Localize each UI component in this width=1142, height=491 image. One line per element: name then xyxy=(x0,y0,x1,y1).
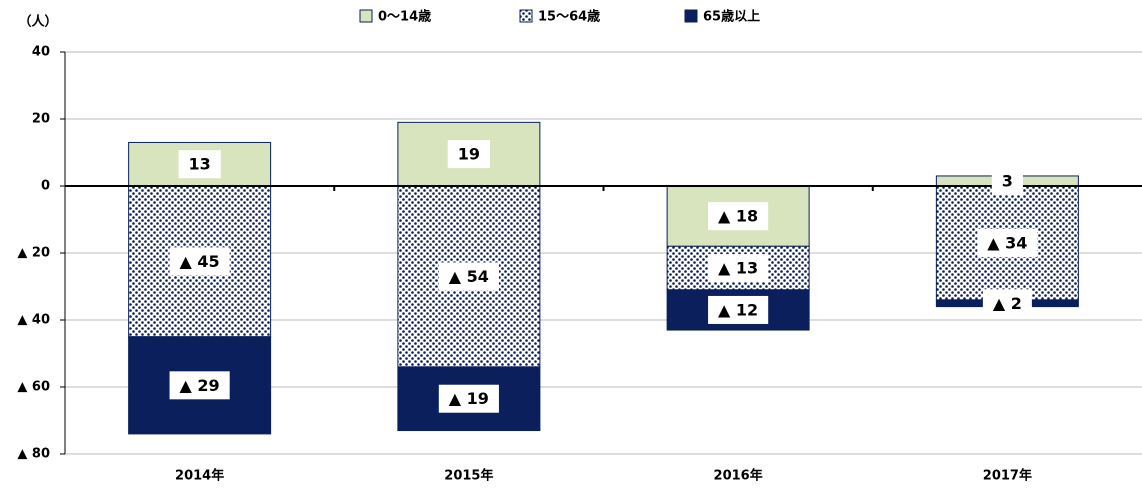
data-label: ▲ 13 xyxy=(718,259,758,278)
data-label: 3 xyxy=(1002,171,1013,190)
y-tick-label: 40 xyxy=(32,45,50,60)
y-tick-label: ▲ 80 xyxy=(17,447,50,462)
data-label-bg xyxy=(977,228,1038,257)
data-label-bg xyxy=(438,262,499,291)
data-label: ▲ 45 xyxy=(180,252,220,271)
data-label: ▲ 12 xyxy=(718,300,758,319)
data-label: ▲ 19 xyxy=(449,389,489,408)
legend-label: 0〜14歳 xyxy=(378,9,431,25)
data-label-bg xyxy=(991,166,1023,195)
data-label-bg xyxy=(708,254,769,283)
legend-swatch xyxy=(684,9,698,23)
y-tick-label: 0 xyxy=(41,179,50,194)
data-label-bg xyxy=(178,150,221,179)
unit-label: （人） xyxy=(18,14,57,30)
x-tick-label: 2015年 xyxy=(444,468,493,484)
data-label: ▲ 29 xyxy=(180,376,220,395)
y-tick-label: ▲ 40 xyxy=(17,313,50,328)
data-label: ▲ 34 xyxy=(987,233,1027,252)
legend-swatch xyxy=(519,9,533,23)
data-label-bg xyxy=(708,295,769,324)
data-label-bg xyxy=(169,247,230,276)
legend-label: 15〜64歳 xyxy=(538,9,600,25)
y-tick-label: ▲ 60 xyxy=(17,380,50,395)
legend-label: 65歳以上 xyxy=(703,9,760,25)
y-tick-label: 20 xyxy=(32,112,50,127)
x-tick-label: 2017年 xyxy=(983,468,1032,484)
data-label: 19 xyxy=(458,145,480,164)
data-label-bg xyxy=(982,289,1032,318)
x-tick-label: 2014年 xyxy=(175,468,224,484)
data-label: ▲ 18 xyxy=(718,207,758,226)
data-label: ▲ 2 xyxy=(993,294,1022,313)
data-label: ▲ 54 xyxy=(449,267,489,286)
data-label-bg xyxy=(438,384,499,413)
data-label-bg xyxy=(708,202,769,231)
legend-swatch xyxy=(359,9,373,23)
data-label: 13 xyxy=(188,155,210,174)
data-label-bg xyxy=(169,371,230,400)
y-tick-label: ▲ 20 xyxy=(17,246,50,261)
data-label-bg xyxy=(447,140,491,169)
x-tick-label: 2016年 xyxy=(714,468,763,484)
